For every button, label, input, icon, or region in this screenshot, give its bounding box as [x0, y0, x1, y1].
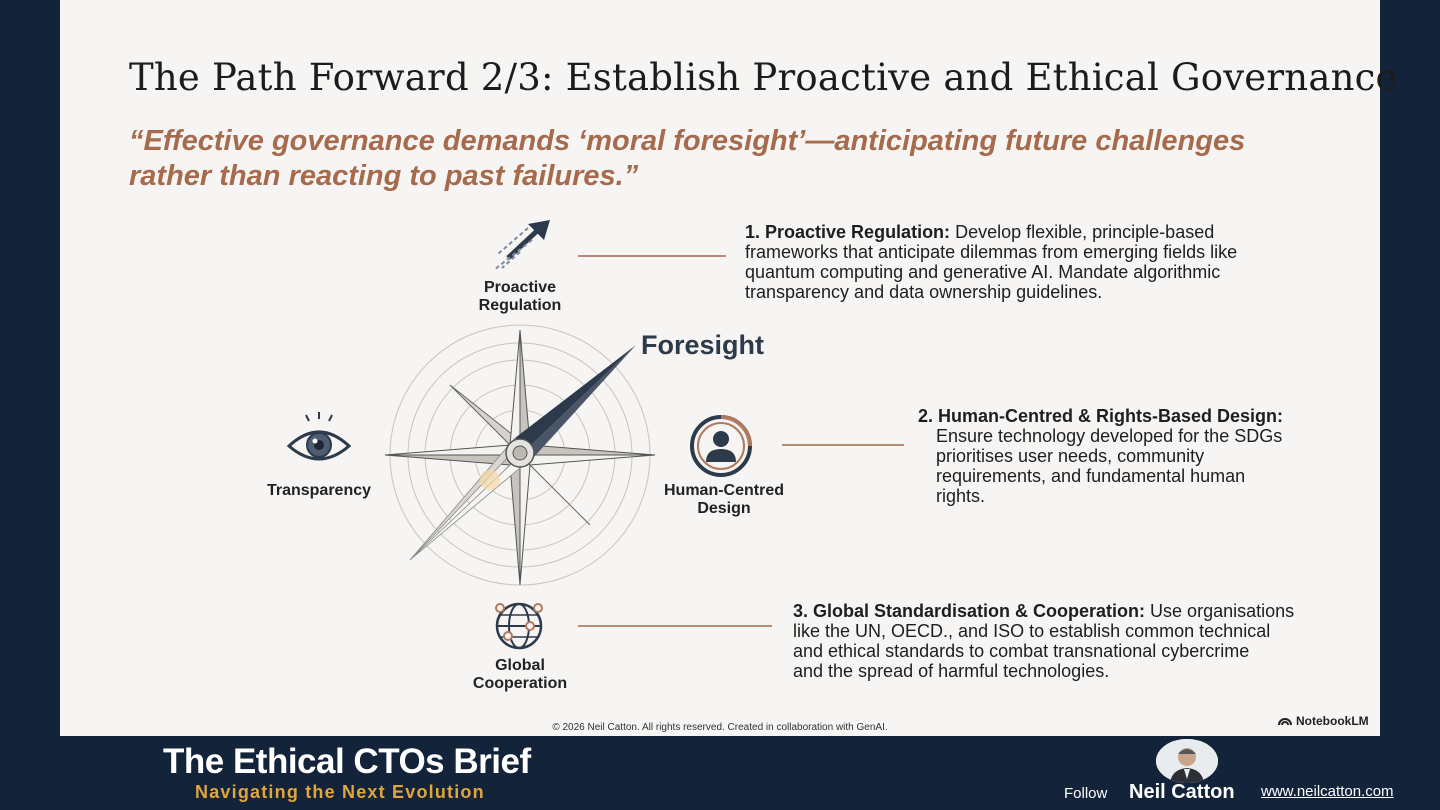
arrow-up-right-icon [493, 220, 550, 271]
point-1-heading: 1. Proactive Regulation: [745, 222, 951, 242]
brand-subtitle: Navigating the Next Evolution [195, 782, 485, 802]
notebooklm-icon [1278, 718, 1292, 726]
eye-icon [286, 412, 352, 461]
avatar[interactable] [1156, 739, 1218, 783]
foresight-label: Foresight [641, 330, 765, 360]
quote-line-1: “Effective governance demands ‘moral for… [129, 125, 1246, 157]
point-proactive-regulation: 1. Proactive Regulation: Develop flexibl… [745, 222, 1238, 302]
globe-icon [495, 602, 543, 650]
point-global-cooperation: 3. Global Standardisation & Cooperation:… [793, 601, 1295, 681]
quote: “Effective governance demands ‘moral for… [129, 124, 1279, 194]
node-human-centred-design: Human-Centred Design [663, 482, 784, 517]
author-name[interactable]: Neil Catton [1129, 781, 1235, 803]
quote-line-2: rather than reacting to past failures.” [129, 160, 639, 192]
point-2-heading: 2. Human-Centred & Rights-Based Design: [918, 406, 1284, 426]
node-transparency: Transparency [266, 482, 372, 499]
connector-line-1 [578, 255, 726, 257]
point-3-heading: 3. Global Standardisation & Cooperation: [793, 601, 1146, 621]
slide-title: The Path Forward 2/3: Establish Proactiv… [129, 56, 1398, 99]
connector-line-3 [578, 625, 772, 627]
node-global-cooperation: Global Cooperation [472, 657, 568, 692]
follow-label: Follow [1064, 785, 1108, 802]
author-photo-icon [1156, 739, 1218, 783]
connector-line-2 [782, 444, 904, 446]
slide: The Path Forward 2/3: Establish Proactiv… [60, 0, 1397, 736]
node-proactive-regulation: Proactive Regulation [478, 279, 562, 314]
compass-illustration [384, 324, 656, 586]
point-human-centred-design: 2. Human-Centred & Rights-Based Design: … [918, 406, 1284, 506]
notebooklm-badge: NotebookLM [1278, 714, 1369, 728]
person-icon [690, 415, 752, 477]
website-link[interactable]: www.neilcatton.com [1261, 783, 1394, 800]
copyright-notice: © 2026 Neil Catton. All rights reserved.… [552, 722, 888, 733]
brand-title: The Ethical CTOs Brief [163, 742, 531, 781]
